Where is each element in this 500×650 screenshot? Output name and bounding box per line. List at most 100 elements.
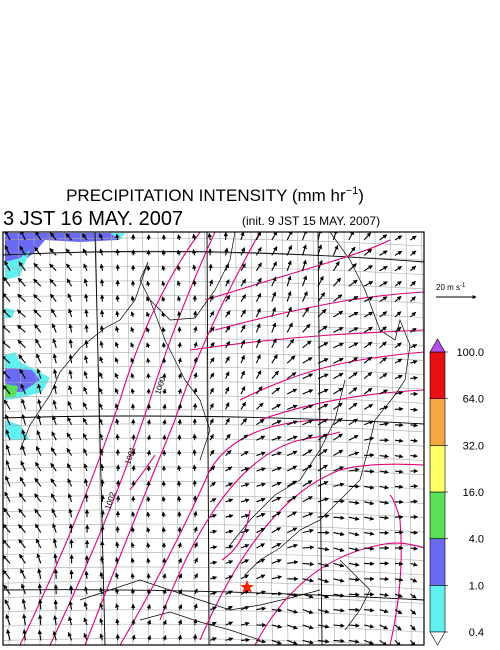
wind-arrow <box>225 590 233 595</box>
wind-arrow <box>115 248 120 256</box>
wind-arrow <box>192 279 197 287</box>
wind-arrow <box>161 511 166 518</box>
wind-arrow <box>146 296 151 302</box>
wind-arrow <box>363 341 373 349</box>
wind-arrow <box>225 621 234 626</box>
wind-arrow <box>193 341 198 348</box>
wind-arrow <box>130 557 135 564</box>
wind-arrow <box>240 529 250 534</box>
wind-arrow <box>50 462 57 472</box>
wind-arrow <box>271 451 282 457</box>
grid-line <box>3 337 424 347</box>
wind-arrow <box>394 311 402 318</box>
wind-arrow <box>193 510 198 518</box>
wind-arrow <box>209 372 215 379</box>
wind-arrow <box>240 294 247 302</box>
wind-arrow <box>115 479 121 487</box>
wind-arrow <box>177 310 182 318</box>
wind-arrow <box>146 542 151 549</box>
wind-arrow <box>5 475 11 487</box>
wind-arrow <box>19 553 26 564</box>
wind-arrow <box>302 357 313 364</box>
wind-arrow <box>271 624 283 629</box>
wind-arrow <box>176 295 182 302</box>
wind-arrow <box>146 496 151 502</box>
wind-arrow <box>317 308 327 318</box>
wind-arrow <box>256 606 267 611</box>
grid-line <box>33 232 41 645</box>
wind-arrow <box>302 449 313 457</box>
wind-arrow <box>131 618 136 626</box>
wind-arrow <box>146 449 151 456</box>
wind-arrow <box>255 354 261 364</box>
wind-arrow <box>209 433 214 441</box>
wind-arrow <box>21 413 26 425</box>
wind-arrow <box>99 309 105 318</box>
grid-line <box>3 409 424 418</box>
wind-arrow <box>17 339 26 349</box>
wind-arrow <box>287 560 299 565</box>
wind-arrow <box>379 311 388 318</box>
wind-arrow <box>115 495 121 502</box>
wind-arrow <box>49 232 57 241</box>
wind-arrow <box>20 383 26 395</box>
wind-arrow <box>162 588 167 595</box>
wind-arrow <box>256 590 266 595</box>
wind-arrow <box>364 561 375 566</box>
wind-arrow <box>66 432 73 441</box>
wind-arrow <box>177 388 182 395</box>
wind-arrow <box>224 247 229 256</box>
wind-arrow <box>379 296 388 303</box>
wind-arrow <box>271 306 277 318</box>
wind-arrow <box>256 451 266 457</box>
wind-arrow <box>302 259 307 271</box>
grid-line <box>297 232 304 645</box>
wind-arrow <box>364 639 374 645</box>
wind-arrow <box>410 407 419 412</box>
wind-arrow <box>317 292 326 302</box>
wind-arrow <box>131 464 136 472</box>
wind-arrow <box>99 263 105 271</box>
wind-arrow <box>286 355 296 364</box>
wind-arrow <box>21 444 26 456</box>
wind-arrow <box>394 358 403 364</box>
wind-arrow <box>302 340 312 349</box>
wind-arrow <box>240 498 250 503</box>
wind-arrow <box>286 245 292 256</box>
wind-arrow <box>348 562 360 567</box>
wind-arrow <box>256 402 264 410</box>
wind-arrow <box>302 434 313 441</box>
wind-arrow <box>115 572 120 579</box>
wind-arrow <box>225 294 231 302</box>
wind-arrow <box>394 561 404 566</box>
wind-arrow <box>394 609 403 615</box>
wind-arrow <box>68 308 73 318</box>
wind-arrow <box>333 294 343 303</box>
wind-arrow <box>4 260 11 272</box>
wind-arrow <box>271 403 282 410</box>
wind-arrow <box>333 547 345 552</box>
wind-arrow <box>21 598 26 610</box>
wind-arrow <box>255 232 262 241</box>
wind-arrow <box>209 637 217 642</box>
wind-arrow <box>363 326 373 333</box>
wind-arrow <box>286 306 292 318</box>
wind-arrow <box>363 281 374 287</box>
wind-arrow <box>317 609 330 614</box>
wind-arrow <box>115 433 120 441</box>
wind-arrow <box>36 368 42 379</box>
wind-arrow <box>225 371 230 379</box>
wind-arrow <box>65 233 73 241</box>
wind-arrow <box>99 371 104 379</box>
wind-arrow <box>209 481 216 487</box>
wind-arrow <box>363 387 373 395</box>
wind-arrow <box>99 602 104 610</box>
wind-arrow <box>33 309 42 318</box>
wind-arrow <box>394 296 402 303</box>
wind-arrow <box>3 584 11 595</box>
wind-arrow <box>240 434 249 441</box>
wind-arrow <box>67 493 73 502</box>
wind-arrow <box>394 593 403 598</box>
colorbar-band <box>429 585 446 633</box>
wind-arrow <box>240 467 250 472</box>
